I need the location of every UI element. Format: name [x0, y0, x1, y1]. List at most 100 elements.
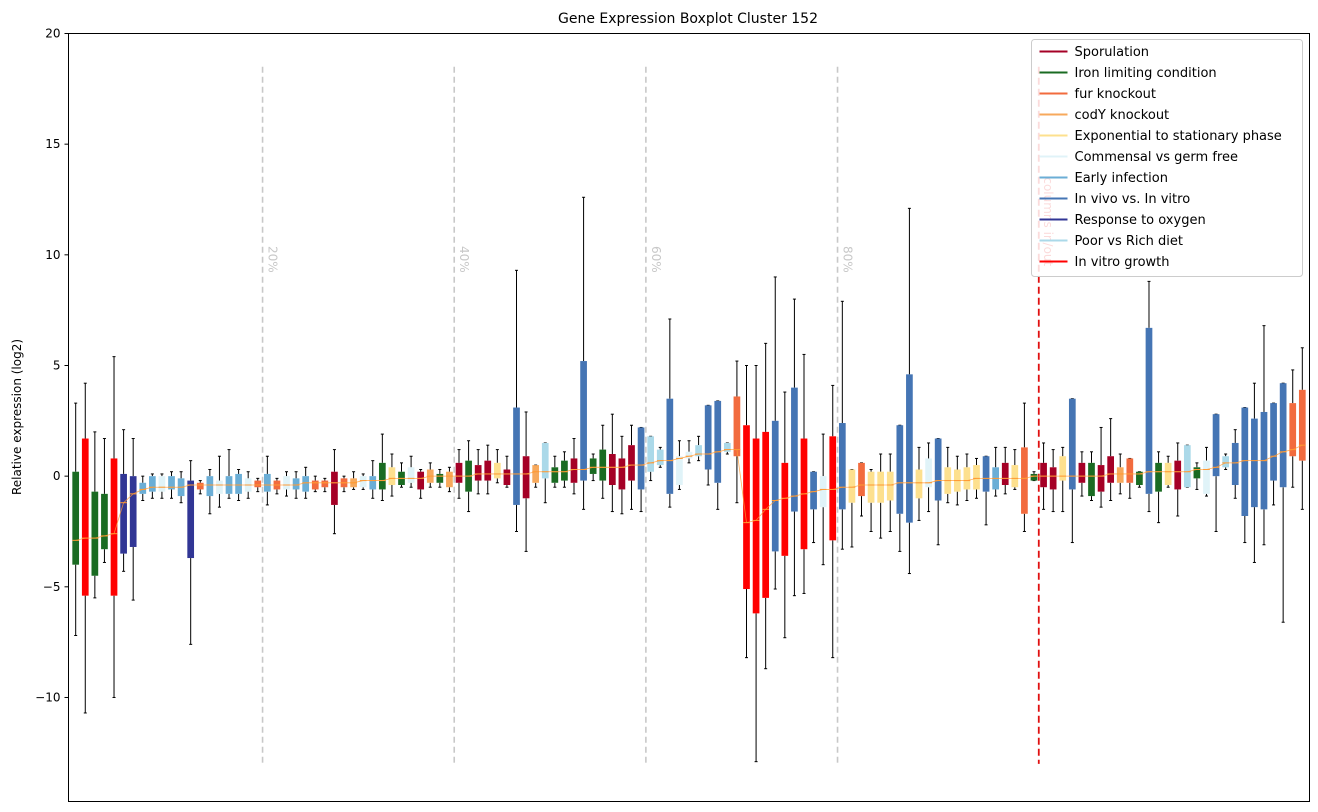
box [513, 407, 520, 505]
box [1222, 456, 1230, 468]
box [791, 387, 798, 512]
box [1068, 398, 1076, 490]
box [321, 480, 329, 488]
box [915, 469, 923, 499]
box [637, 427, 645, 490]
legend-label: Response to oxygen [1075, 213, 1206, 228]
box [359, 476, 367, 488]
box [1049, 467, 1057, 490]
box [886, 471, 894, 501]
box [196, 482, 204, 490]
box [1097, 465, 1105, 492]
box [331, 471, 338, 505]
box [1078, 462, 1086, 483]
box [1212, 414, 1220, 477]
chart-title: Gene Expression Boxplot Cluster 152 [558, 11, 818, 27]
y-tick-label: 10 [45, 248, 60, 262]
box [235, 473, 242, 494]
box-series [72, 196, 1306, 763]
box [1298, 389, 1306, 461]
box [695, 445, 702, 457]
box [1059, 456, 1067, 481]
y-axis-label: Relative expression (log2) [10, 339, 24, 495]
box [1011, 465, 1019, 488]
box [628, 445, 635, 481]
y-tick-label: 5 [53, 358, 61, 372]
box [580, 361, 587, 481]
box [532, 465, 540, 483]
box [589, 458, 597, 474]
box [378, 462, 386, 490]
percentile-label: 40% [457, 246, 471, 273]
box [148, 476, 156, 492]
box [292, 478, 300, 490]
box [934, 438, 942, 501]
legend-label: Sporulation [1075, 45, 1150, 60]
box [771, 420, 779, 552]
percentile-label: 60% [649, 246, 663, 273]
legend-label: Exponential to stationary phase [1075, 129, 1282, 144]
box [1203, 460, 1210, 494]
box [129, 476, 137, 547]
box [656, 449, 664, 466]
box [206, 476, 214, 497]
box [283, 476, 290, 490]
box [647, 436, 655, 472]
box [1030, 473, 1038, 481]
box [858, 462, 865, 497]
box [819, 476, 827, 508]
percentile-markers: 20%40%60%80%columns in/out [261, 66, 1055, 764]
box [158, 476, 166, 492]
box [1251, 418, 1258, 508]
legend-label: In vivo vs. In vitro [1075, 192, 1191, 207]
y-axis-ticks: −10 −5 0 5 10 15 20 [35, 27, 69, 704]
box [311, 480, 319, 490]
percentile-label: 80% [841, 246, 855, 273]
box [1001, 462, 1009, 486]
box [522, 456, 530, 499]
y-tick-label: 20 [45, 27, 60, 41]
box [1021, 447, 1028, 514]
box [110, 458, 118, 596]
box [455, 462, 463, 483]
box [493, 462, 501, 479]
box [599, 449, 607, 481]
y-tick-label: −10 [35, 690, 60, 704]
box [896, 425, 904, 514]
box [752, 438, 760, 614]
box [704, 405, 712, 470]
legend-label: Early infection [1075, 171, 1168, 186]
box [407, 467, 415, 483]
box [1279, 383, 1287, 488]
plot-frame [68, 33, 1310, 802]
median-trend-line [75, 444, 1303, 541]
box [503, 469, 511, 486]
box [829, 436, 837, 541]
legend-label: In vitro growth [1075, 255, 1170, 270]
box [685, 451, 693, 459]
box [973, 465, 980, 490]
box [1155, 462, 1162, 492]
box [1040, 462, 1047, 488]
box [388, 467, 396, 486]
box [1174, 460, 1182, 490]
box [369, 476, 377, 490]
box [263, 473, 271, 492]
box [120, 473, 127, 554]
box [561, 460, 568, 481]
box [877, 471, 885, 503]
legend: Sporulation Iron limiting condition fur kn… [1031, 39, 1303, 277]
legend-label: Commensal vs germ free [1075, 150, 1238, 165]
box [867, 471, 875, 503]
box [484, 460, 492, 481]
legend-label: fur knockout [1075, 87, 1157, 102]
box [1183, 445, 1191, 488]
box [168, 476, 175, 490]
box [1145, 327, 1153, 494]
box [436, 473, 444, 483]
box [838, 423, 846, 510]
box [1126, 458, 1134, 483]
y-tick-label: 0 [53, 469, 61, 483]
box [781, 462, 789, 556]
